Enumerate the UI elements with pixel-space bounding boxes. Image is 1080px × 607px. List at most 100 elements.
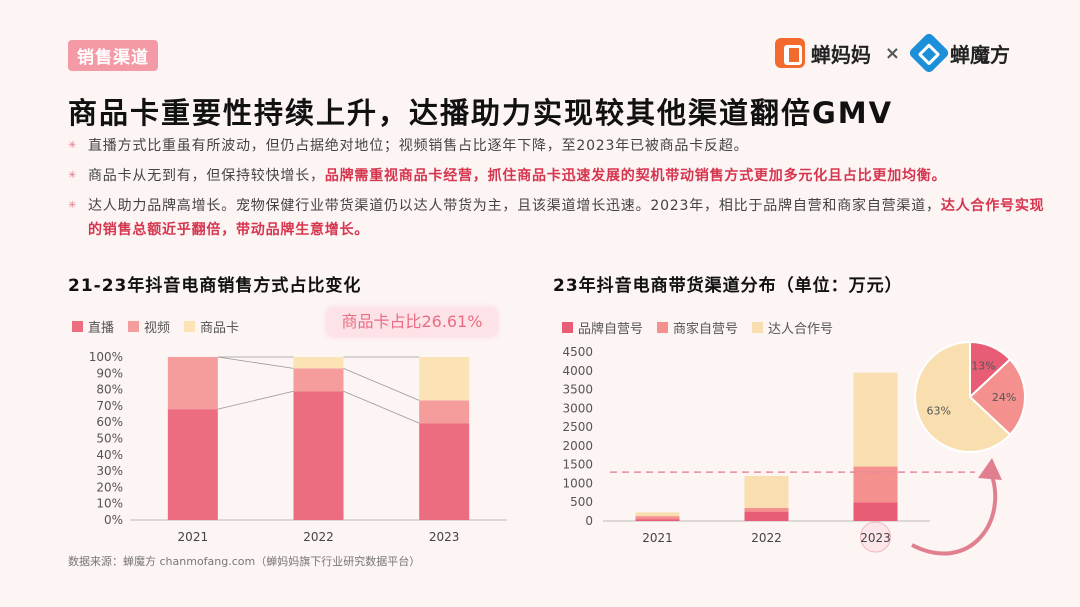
bullet-text: 直播方式比重虽有所波动，但仍占据绝对地位；视频销售占比逐年下降，至2023年已被… [88,138,749,154]
bar-segment [167,409,218,520]
legend-swatch [128,321,140,332]
curved-arrow [911,469,998,556]
left-chart-title: 21-23年抖音电商销售方式占比变化 [68,276,362,296]
legend-swatch [657,322,669,333]
legend-item-live: 直播 [72,317,114,336]
bar-segment [419,356,470,401]
connector-line [217,390,294,410]
bullet-text: 商品卡从无到有，但保持较快增长， [88,168,325,184]
right-y-tick-label: 4500 [562,345,593,359]
right-y-tick-label: 4000 [562,364,593,378]
left-y-tick-label: 70% [96,399,123,413]
page-title: 商品卡重要性持续上升，达播助力实现较其他渠道翻倍GMV [68,96,894,130]
right-chart-title: 23年抖音电商带货渠道分布（单位：万元） [553,276,903,296]
bar-segment [419,400,470,424]
bar-segment [293,391,344,520]
bar-segment [635,519,680,521]
legend-label: 品牌自营号 [578,322,644,337]
right-y-tick-label: 500 [570,495,593,509]
left-y-tick-label: 100% [89,350,123,364]
connector-line [343,368,420,401]
legend-label: 视频 [144,321,171,336]
legend-swatch [72,321,83,332]
logo-chanmofang: 蝉魔方 [907,31,1010,75]
bar-segment [853,466,898,503]
right-y-tick-label: 3000 [562,401,593,415]
bullet-text: 达人助力品牌高增长。宠物保健行业带货渠道仍以达人带货为主，且该渠道增长迅速。20… [88,198,941,214]
times-sign: × [884,42,900,64]
legend-item-video: 视频 [128,317,170,336]
bullet-item: ✳ 直播方式比重虽有所波动，但仍占据绝对地位；视频销售占比逐年下降，至2023年… [68,134,1048,158]
bar-segment [853,502,898,521]
left-y-tick-label: 0% [104,513,123,527]
legend-swatch [184,321,196,332]
pie-slice [969,340,1012,400]
logo-chanmama: 蝉妈妈 [774,38,871,68]
legend-item-card: 商品卡 [184,317,239,336]
right-x-tick-label: 2021 [642,531,673,545]
bar-segment [419,423,470,520]
right-y-tick-label: 2500 [562,420,593,434]
right-x-tick-label: 2023 [860,531,891,545]
left-chart-legend: 直播 视频 商品卡 [72,317,239,336]
left-y-tick-label: 10% [96,497,123,511]
legend-item-merchant: 商家自营号 [657,318,738,337]
left-x-tick-label: 2023 [429,530,460,544]
right-chart-legend: 品牌自营号 商家自营号 达人合作号 [562,318,833,337]
card-share-callout: 商品卡占比26.61% [327,308,497,336]
bar-segment [167,357,218,410]
bar-segment [744,507,789,512]
arrow-head-icon [978,458,1002,480]
bullet-dot-icon: ✳ [68,200,78,211]
bullet-item: ✳ 商品卡从无到有，但保持较快增长，品牌需重视商品卡经营，抓住商品卡迅速发展的契… [68,164,1048,188]
connector-line [217,356,294,369]
legend-label: 商家自营号 [673,322,739,337]
legend-item-kol: 达人合作号 [752,318,833,337]
logo-chanmofang-text: 蝉魔方 [950,42,1010,67]
legend-label: 商品卡 [200,321,240,336]
chanmama-logo-icon [774,38,805,68]
bar-segment [293,357,344,369]
bar-segment [853,372,898,467]
right-x-tick-label: 2022 [751,531,782,545]
highlight-circle [860,521,891,553]
brand-logos: 蝉妈妈 × 蝉魔方 [774,31,1010,75]
left-y-tick-label: 60% [96,415,123,429]
pie-slice [968,357,1026,437]
bar-segment [744,511,789,521]
pie-slice [914,340,1012,453]
left-y-tick-label: 40% [96,448,123,462]
bar-segment [635,516,680,520]
right-y-tick-label: 1500 [562,458,593,472]
bullet-item: ✳ 达人助力品牌高增长。宠物保健行业带货渠道仍以达人带货为主，且该渠道增长迅速。… [68,194,1048,242]
bar-segment [744,475,789,508]
bullet-dot-icon: ✳ [68,170,78,181]
pie-value-label: 24% [992,391,1016,404]
data-source: 数据来源：蝉魔方 chanmofang.com（蝉妈妈旗下行业研究数据平台） [68,555,421,568]
bullet-highlight: 达人合作号实现的销售总额近乎翻倍，带动品牌生意增长。 [88,198,1045,238]
pie-value-label: 13% [971,360,995,373]
bullet-dot-icon: ✳ [68,140,78,151]
chanmofang-logo-icon [907,31,951,75]
left-y-tick-label: 90% [96,366,123,380]
legend-item-brand: 品牌自营号 [562,318,643,337]
right-y-tick-label: 3500 [562,383,593,397]
bullet-list: ✳ 直播方式比重虽有所波动，但仍占据绝对地位；视频销售占比逐年下降，至2023年… [68,134,1048,248]
left-y-tick-label: 30% [96,464,123,478]
legend-label: 直播 [88,321,115,336]
bar-segment [293,368,344,392]
connector-line [343,390,420,424]
legend-swatch [562,322,573,333]
logo-chanmama-text: 蝉妈妈 [810,42,871,67]
left-y-tick-label: 80% [96,383,123,397]
section-tag: 销售渠道 [68,40,158,71]
bullet-highlight: 品牌需重视商品卡经营，抓住商品卡迅速发展的契机带动销售方式更加多元化且占比更加均… [324,168,947,184]
left-x-tick-label: 2022 [303,530,334,544]
legend-swatch [752,322,764,333]
left-y-tick-label: 50% [96,432,123,446]
pie-value-label: 63% [926,405,950,418]
legend-label: 达人合作号 [768,322,834,337]
right-y-tick-label: 1000 [562,476,593,490]
left-x-tick-label: 2021 [178,530,209,544]
right-y-tick-label: 2000 [562,439,593,453]
